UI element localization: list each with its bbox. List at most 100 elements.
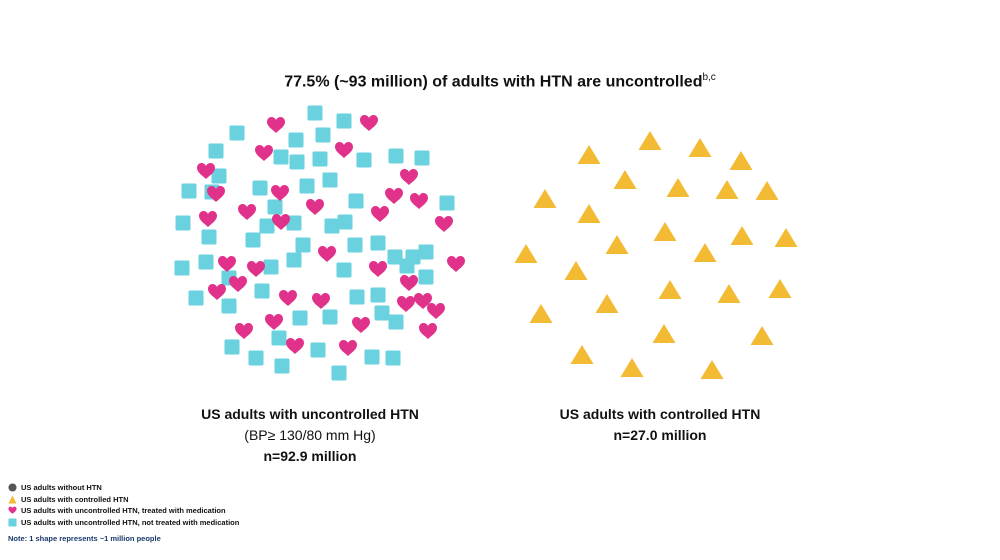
untreated-square-icon — [295, 237, 311, 253]
treated-heart-icon — [339, 340, 357, 356]
treated-heart-icon — [427, 303, 445, 319]
uncontrolled-group-criterion: (BP≥ 130/80 mm Hg) — [244, 427, 376, 443]
controlled-triangle-icon — [700, 360, 724, 379]
controlled-triangle-icon — [755, 181, 779, 200]
untreated-square-icon — [387, 249, 403, 265]
controlled-triangle-icon — [570, 345, 594, 364]
untreated-square-icon — [299, 178, 315, 194]
treated-heart-icon — [400, 275, 418, 291]
controlled-triangle-icon — [638, 131, 662, 150]
legend-label: US adults with uncontrolled HTN, not tre… — [21, 517, 240, 527]
treated-heart-icon — [352, 317, 370, 333]
treated-heart-icon — [208, 284, 226, 300]
legend-label: US adults with uncontrolled HTN, treated… — [21, 506, 226, 516]
untreated-square-icon — [263, 259, 279, 275]
treated-heart-icon — [414, 293, 432, 309]
treated-heart-icon — [369, 261, 387, 277]
treated-heart-icon — [447, 256, 465, 272]
untreated-square-icon — [439, 195, 455, 211]
figure-title: 77.5% (~93 million) of adults with HTN a… — [0, 72, 1000, 91]
untreated-square-icon — [211, 168, 227, 184]
legend-item-controlled: US adults with controlled HTN — [8, 494, 239, 506]
shape-cloud-canvas — [174, 105, 798, 381]
controlled-triangle-icon — [564, 261, 588, 280]
controlled-triangle-icon — [613, 170, 637, 189]
treated-heart-icon — [410, 193, 428, 209]
untreated-square-icon — [348, 193, 364, 209]
triangle-icon — [8, 495, 17, 504]
untreated-square-icon — [181, 183, 197, 199]
controlled-triangle-icon — [529, 304, 553, 323]
untreated-square-icon — [347, 237, 363, 253]
untreated-square-icon — [388, 148, 404, 164]
treated-heart-icon — [229, 276, 247, 292]
untreated-square-icon — [292, 310, 308, 326]
controlled-triangle-icon — [717, 284, 741, 303]
controlled-triangle-icon — [577, 204, 601, 223]
treated-heart-icon — [279, 290, 297, 306]
untreated-square-icon — [310, 342, 326, 358]
controlled-triangle-icon — [768, 279, 792, 298]
untreated-square-icon — [289, 154, 305, 170]
controlled-triangles-cluster — [514, 131, 798, 379]
untreated-square-icon — [208, 143, 224, 159]
controlled-group-title: US adults with controlled HTN — [559, 406, 761, 422]
treated-heart-icon — [435, 216, 453, 232]
treated-heart-icon — [286, 338, 304, 354]
treated-heart-icon — [371, 206, 389, 222]
untreated-square-icon — [248, 350, 264, 366]
untreated-square-icon — [224, 339, 240, 355]
title-superscript: b,c — [702, 72, 716, 83]
title-text: 77.5% (~93 million) of adults with HTN a… — [284, 73, 703, 91]
heart-icon — [8, 506, 17, 515]
legend-item-uncontrolled-treated: US adults with uncontrolled HTN, treated… — [8, 505, 239, 517]
untreated-square-icon — [273, 149, 289, 165]
controlled-triangle-icon — [774, 228, 798, 247]
untreated-square-icon — [349, 289, 365, 305]
controlled-triangle-icon — [715, 180, 739, 199]
treated-heart-icon — [197, 163, 215, 179]
treated-heart-icon — [235, 323, 253, 339]
controlled-triangle-icon — [653, 222, 677, 241]
untreated-square-icon — [331, 365, 347, 381]
controlled-triangle-icon — [658, 280, 682, 299]
untreated-square-icon — [370, 287, 386, 303]
treated-heart-icon — [400, 169, 418, 185]
controlled-triangle-icon — [688, 138, 712, 157]
untreated-square-icon — [414, 150, 430, 166]
controlled-triangle-icon — [750, 326, 774, 345]
legend-label: US adults without HTN — [21, 483, 102, 493]
untreated-square-icon — [174, 260, 190, 276]
footnote: Note: 1 shape represents ~1 million peop… — [8, 534, 161, 543]
untreated-square-icon — [254, 283, 270, 299]
untreated-square-icon — [388, 314, 404, 330]
untreated-square-icon — [188, 290, 204, 306]
untreated-square-icon — [274, 358, 290, 374]
untreated-square-icon — [337, 214, 353, 230]
untreated-square-icon — [399, 258, 415, 274]
treated-heart-icon — [255, 145, 273, 161]
untreated-square-icon — [259, 218, 275, 234]
uncontrolled-group-count: n=92.9 million — [263, 448, 357, 464]
treated-heart-icon — [199, 211, 217, 227]
untreated-square-icon — [201, 229, 217, 245]
untreated-square-icon — [312, 151, 328, 167]
untreated-square-icon — [322, 309, 338, 325]
treated-heart-icon — [265, 314, 283, 330]
untreated-square-icon — [385, 350, 401, 366]
untreated-square-icon — [271, 330, 287, 346]
untreated-square-icon — [229, 125, 245, 141]
circle-icon — [8, 483, 17, 492]
untreated-square-icon — [198, 254, 214, 270]
untreated-square-icon — [245, 232, 261, 248]
untreated-square-icon — [315, 127, 331, 143]
controlled-group-label: US adults with controlled HTN n=27.0 mil… — [510, 404, 810, 446]
treated-heart-icon — [247, 261, 265, 277]
treated-heart-icon — [397, 296, 415, 312]
square-icon — [8, 518, 17, 527]
controlled-triangle-icon — [620, 358, 644, 377]
treated-heart-icon — [218, 256, 236, 272]
untreated-square-icon — [307, 105, 323, 121]
controlled-triangle-icon — [577, 145, 601, 164]
treated-heart-icon — [360, 115, 378, 131]
